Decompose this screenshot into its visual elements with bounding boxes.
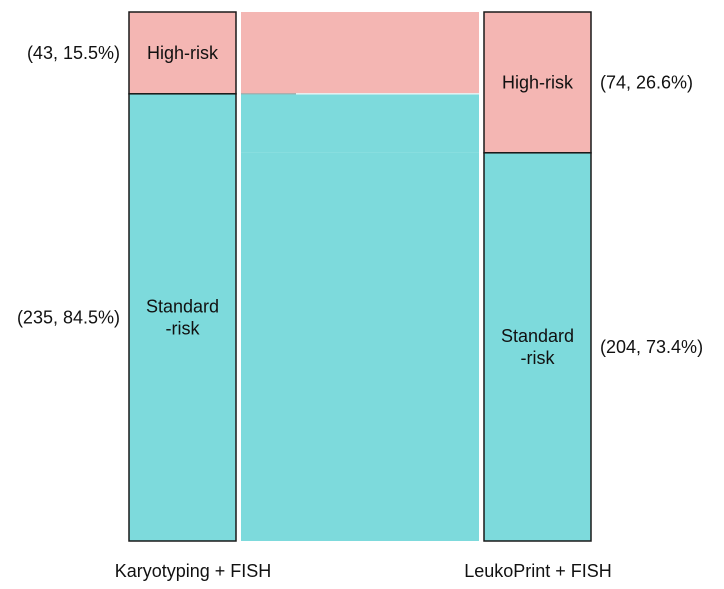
node-R_high (483, 11, 592, 154)
node-label-R_std-line-1: -risk (521, 348, 556, 368)
node-label-R_std-line-0: Standard (501, 326, 574, 346)
flow-L_std-to-R_high (241, 93, 479, 153)
node-label-L_high-line-0: High-risk (147, 43, 219, 63)
count-label-R_high: (74, 26.6%) (600, 72, 693, 92)
flow-L_high-to-R_high (241, 12, 479, 94)
node-group (128, 11, 592, 542)
flow-L_std-to-R_std (241, 152, 479, 542)
node-label-L_std-line-1: -risk (166, 318, 201, 338)
node-R_std (483, 152, 592, 542)
flow-group (241, 12, 479, 542)
node-label-R_high-line-0: High-risk (502, 72, 574, 92)
count-label-L_std: (235, 84.5%) (17, 307, 120, 327)
node-L_std (128, 93, 237, 542)
node-L_high (128, 11, 237, 95)
left-axis-title: Karyotyping + FISH (115, 561, 272, 581)
label-group: High-risk(43, 15.5%)Standard-risk(235, 8… (17, 43, 703, 368)
count-label-R_std: (204, 73.4%) (600, 337, 703, 357)
count-label-L_high: (43, 15.5%) (27, 43, 120, 63)
node-label-L_std-line-0: Standard (146, 296, 219, 316)
right-axis-title: LeukoPrint + FISH (464, 561, 612, 581)
